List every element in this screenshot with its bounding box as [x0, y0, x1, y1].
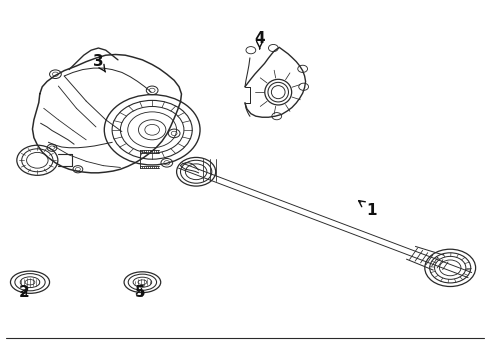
- Text: 2: 2: [19, 285, 29, 301]
- Text: 5: 5: [135, 285, 145, 301]
- Text: 3: 3: [93, 54, 105, 72]
- Text: 4: 4: [254, 31, 265, 49]
- Text: 1: 1: [359, 201, 377, 218]
